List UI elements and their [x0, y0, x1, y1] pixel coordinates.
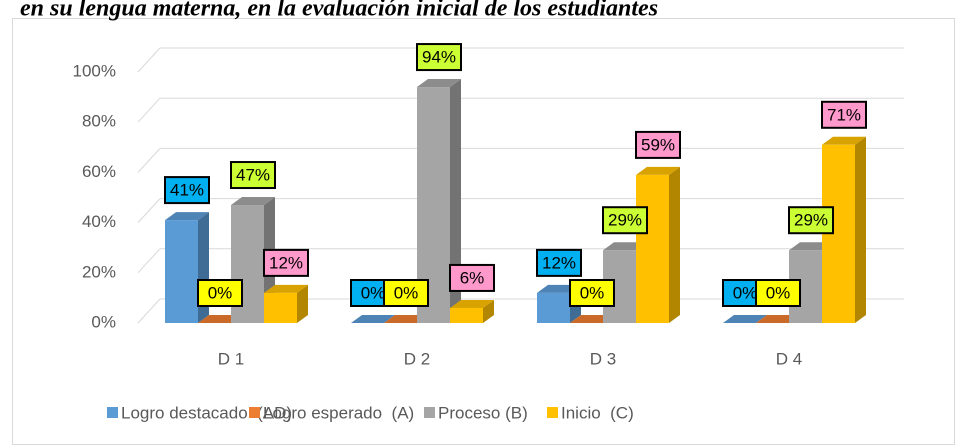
data-label-box — [788, 206, 834, 235]
bar-top — [636, 166, 680, 175]
data-label-text: 41% — [170, 181, 204, 200]
data-label-box — [383, 279, 429, 307]
data-label: 6% — [449, 263, 495, 292]
grid-line — [137, 198, 161, 223]
y-tick-label: 60% — [82, 162, 116, 181]
data-label-text: 6% — [460, 268, 485, 287]
data-label-text: 94% — [422, 48, 456, 67]
legend-label: Logro esperado (A) — [263, 403, 414, 422]
bar-top — [231, 197, 275, 206]
data-label: 0% — [569, 279, 615, 307]
legend-swatch — [547, 407, 558, 418]
data-label: 71% — [821, 100, 867, 129]
bar-side — [450, 79, 461, 323]
bar-top — [723, 315, 767, 323]
data-label-text: 0% — [361, 283, 386, 302]
data-label: 41% — [164, 176, 210, 205]
data-label: 0% — [383, 279, 429, 307]
chart-title: en su lengua materna, en la evaluación i… — [20, 0, 658, 22]
data-label-text: 0% — [394, 283, 419, 302]
bar — [450, 307, 483, 323]
bar-top — [264, 284, 308, 293]
y-tick-label: 0% — [91, 312, 116, 331]
data-label: 12% — [263, 248, 309, 277]
grid-line — [137, 298, 161, 324]
data-label: 94% — [416, 43, 462, 72]
legend-swatch — [424, 407, 435, 418]
data-label-text: 0% — [580, 283, 605, 302]
x-tick-label: D 4 — [776, 349, 802, 368]
bar — [264, 292, 297, 323]
legend-swatch — [249, 407, 260, 418]
data-label-text: 0% — [733, 283, 758, 302]
bar — [636, 174, 669, 323]
grid-line — [137, 97, 161, 123]
data-label-box — [536, 248, 582, 277]
bar-side — [855, 136, 866, 323]
data-label-box — [416, 43, 462, 72]
bar-side — [669, 166, 680, 323]
data-label-text: 71% — [827, 105, 861, 124]
y-tick-label: 80% — [82, 112, 116, 131]
bar — [165, 220, 198, 323]
data-label-box — [569, 279, 615, 307]
data-label-text: 47% — [236, 166, 270, 185]
data-label-text: 29% — [794, 211, 828, 230]
data-label-text: 12% — [542, 253, 576, 272]
y-tick-label: 100% — [73, 61, 116, 80]
legend-label: Proceso (B) — [438, 403, 528, 422]
legend-swatch — [107, 407, 118, 418]
data-label-text: 12% — [269, 253, 303, 272]
data-label-text: 0% — [766, 283, 791, 302]
data-label-box — [821, 100, 867, 129]
data-label-box — [635, 130, 681, 159]
grid-line — [137, 248, 161, 274]
bar-top — [822, 136, 866, 145]
grid-line — [137, 148, 161, 173]
data-label-box — [164, 176, 210, 205]
data-label: 29% — [788, 206, 834, 235]
bar-top — [351, 315, 395, 323]
x-tick-label: D 2 — [404, 349, 430, 368]
x-tick-label: D 3 — [590, 349, 616, 368]
data-label: 0% — [197, 279, 243, 307]
bar-top — [450, 299, 494, 308]
legend-label: Inicio (C) — [561, 403, 634, 422]
data-label-box — [755, 279, 801, 307]
data-label: 29% — [602, 206, 648, 235]
data-label: 0% — [755, 279, 801, 307]
x-tick-label: D 1 — [218, 349, 244, 368]
data-label-box — [263, 248, 309, 277]
bar-side — [483, 299, 494, 323]
data-label-text: 59% — [641, 135, 675, 154]
data-label-text: 29% — [608, 211, 642, 230]
data-label-box — [602, 206, 648, 235]
bar-side — [297, 284, 308, 323]
data-label-box — [197, 279, 243, 307]
bar-top — [165, 212, 209, 221]
bar — [537, 292, 570, 323]
y-tick-label: 40% — [82, 212, 116, 231]
data-label-box — [449, 263, 495, 292]
data-label: 12% — [536, 248, 582, 277]
y-tick-label: 20% — [82, 262, 116, 281]
grid-line — [137, 47, 161, 73]
data-label-box — [230, 161, 276, 190]
data-label: 59% — [635, 130, 681, 159]
bar-top — [417, 79, 461, 88]
data-label: 47% — [230, 161, 276, 190]
data-label-text: 0% — [208, 283, 233, 302]
